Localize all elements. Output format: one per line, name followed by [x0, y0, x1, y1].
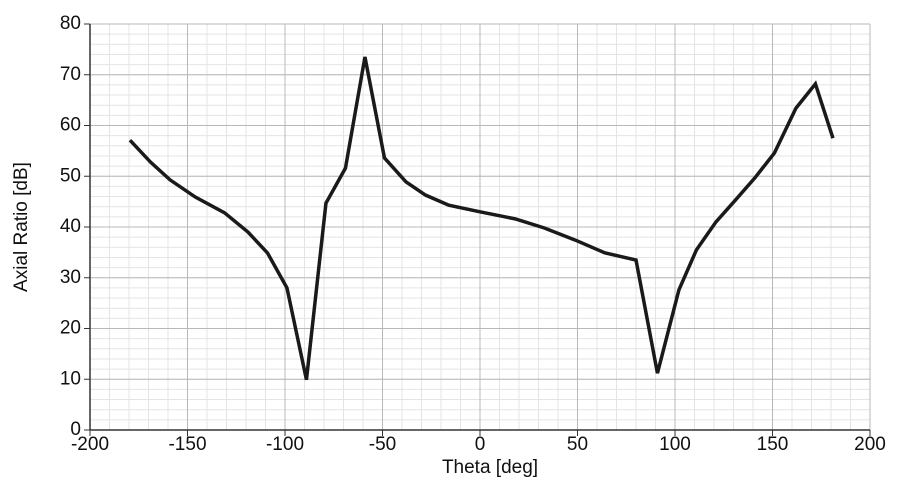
y-tick-label: 40 — [60, 216, 81, 237]
data-line — [128, 56, 835, 381]
x-tick-label: 0 — [475, 434, 486, 455]
x-tick-label: 150 — [757, 434, 789, 455]
y-tick-label: 20 — [60, 318, 81, 339]
x-axis-label: Theta [deg] — [442, 457, 538, 478]
x-tick-label: 100 — [659, 434, 691, 455]
y-axis-label: Axial Ratio [dB] — [11, 162, 32, 292]
y-tick-label: 50 — [60, 165, 81, 186]
y-tick-label: 10 — [60, 368, 81, 389]
x-tick-label: -200 — [71, 434, 109, 455]
x-tick-label: 50 — [567, 434, 588, 455]
y-tick-label: 80 — [60, 13, 81, 34]
x-tick-label: 200 — [854, 434, 886, 455]
y-tick-label: 30 — [60, 267, 81, 288]
x-tick-label: -100 — [266, 434, 304, 455]
y-tick-label: 60 — [60, 115, 81, 136]
y-tick-label: 70 — [60, 64, 81, 85]
x-tick-label: -50 — [369, 434, 396, 455]
x-tick-label: -150 — [168, 434, 206, 455]
y-tick-label: 0 — [70, 419, 81, 440]
